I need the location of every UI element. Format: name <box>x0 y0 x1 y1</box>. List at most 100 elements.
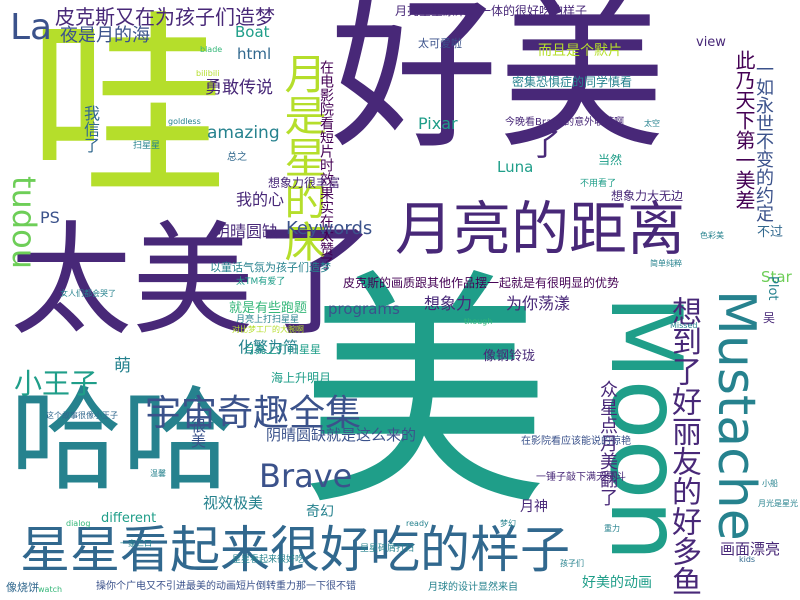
cloud-word: Boat <box>235 23 270 41</box>
cloud-word: 像烧饼 <box>6 581 39 594</box>
cloud-word: 我的心 <box>236 190 285 209</box>
cloud-word: 温馨 <box>150 469 166 478</box>
cloud-word: 在电影院看短片时效果实在太赞了 <box>318 60 334 270</box>
cloud-word: 阴晴圆缺就是这么来的 <box>266 426 417 444</box>
cloud-word: 好美 <box>330 0 666 172</box>
cloud-word: 太TM有爱了 <box>236 277 286 287</box>
cloud-word: 月亮上打扫星星 <box>236 315 300 325</box>
cloud-word: 太可爱啦 <box>418 37 462 50</box>
cloud-word: 月亮的距离 <box>395 195 686 263</box>
cloud-word: Missed <box>670 321 698 330</box>
cloud-word: 勇敢传说 <box>205 78 273 98</box>
cloud-word: 众星点月美翻了 <box>597 380 618 506</box>
cloud-word: 梦幻 <box>500 519 516 528</box>
cloud-word: La <box>10 7 53 48</box>
cloud-word: 一锤子敲下满天星斗 <box>536 472 626 483</box>
cloud-word: 萌 <box>114 356 131 376</box>
cloud-word: 这个故事很像小王子 <box>46 411 118 420</box>
cloud-word: PS <box>40 208 60 227</box>
cloud-word: 夜是月的海 <box>60 25 150 46</box>
cloud-word: 好美的动画 <box>582 575 652 591</box>
cloud-word: watch <box>38 585 63 594</box>
cloud-word: goldless <box>168 117 201 126</box>
cloud-word: Luna <box>497 158 534 176</box>
cloud-word: 美 <box>300 249 550 540</box>
cloud-word: 操你个广电又不引进最美的动画短片倒转重力那一下很不错 <box>96 581 356 592</box>
cloud-word: 我信了 <box>81 105 100 153</box>
cloud-word: 皮克斯的画质跟其他作品摆一起就是有很明显的优势 <box>343 276 620 290</box>
cloud-word: 想象力大无边 <box>611 189 684 203</box>
cloud-word: 此乃天下第一美差 <box>732 50 756 210</box>
cloud-word: html <box>237 45 272 63</box>
cloud-word: 色彩美 <box>700 231 724 240</box>
cloud-word: 星星看起来很好吃的样子 <box>20 521 570 579</box>
cloud-word: 在影院看应该能说的惊艳 <box>521 436 631 447</box>
cloud-word: 当然 <box>598 153 623 167</box>
cloud-word: though <box>464 317 493 326</box>
cloud-word: 画面漂亮 <box>720 540 781 558</box>
cloud-word: 今晚看Brave的意外收获啊 <box>505 117 625 128</box>
cloud-word: 皮克斯又在为孩子们造梦 <box>55 5 275 29</box>
cloud-word: view <box>696 35 726 50</box>
cloud-word: 就是有些跑题 <box>229 301 308 316</box>
cloud-word: 以童话气氛为孩子们造梦 <box>210 261 331 274</box>
cloud-word: 总之 <box>227 152 247 163</box>
cloud-word: 太空 <box>644 119 660 128</box>
cloud-word: 想象力很丰富 <box>268 176 341 190</box>
cloud-word: bilibili <box>196 69 220 78</box>
cloud-word: 海上升明月 <box>271 371 332 385</box>
cloud-word: 月亮上打扫星星 <box>244 343 321 356</box>
cloud-word: 奇幻 <box>306 504 334 520</box>
cloud-word: different <box>101 511 157 526</box>
cloud-word: 月光是星光 <box>758 499 798 508</box>
cloud-word: 对比梦工厂的大腕啊 <box>232 325 304 334</box>
cloud-word: 视效极美 <box>203 494 264 512</box>
cloud-word: 太美了 <box>10 210 376 352</box>
cloud-word: 简单纯粹 <box>650 259 682 268</box>
cloud-word: ready <box>406 519 429 528</box>
cloud-word: 吴 <box>763 311 776 325</box>
cloud-word: programs <box>328 300 400 318</box>
cloud-word: 哇 <box>28 0 229 226</box>
cloud-word: amazing <box>207 123 280 143</box>
cloud-word: Moon <box>588 295 702 562</box>
cloud-word: Plot <box>765 276 780 301</box>
cloud-word: 月球的设计显然来自 <box>428 582 518 593</box>
cloud-word: 小船 <box>762 479 778 488</box>
cloud-word: 星星碎屑打扫 <box>360 544 415 554</box>
cloud-word: 宇宙奇趣全集 <box>145 393 362 434</box>
cloud-word: 像钢铃珑 <box>483 349 536 364</box>
cloud-word: 不过 <box>757 225 784 240</box>
cloud-word: Keywords <box>286 218 373 239</box>
cloud-word: 一家三口 <box>120 539 152 548</box>
cloud-word: 化繁为简 <box>238 338 299 356</box>
cloud-word: 阴晴圆缺 <box>214 222 279 241</box>
cloud-word: 月亮星星原来是一体的很好吃的样子 <box>395 4 588 18</box>
cloud-word: 很美 <box>189 418 207 448</box>
cloud-word: 一如永世不变的约定 <box>753 60 774 222</box>
cloud-word: 想到了好丽友的好多鱼 <box>666 296 701 596</box>
cloud-word: 星星看起来很好吃 <box>232 555 305 565</box>
cloud-word: kids <box>739 555 756 564</box>
cloud-word: Pixar <box>418 114 458 133</box>
cloud-word: 女人们都会哭了 <box>60 289 116 298</box>
cloud-word: 孩子们 <box>560 559 584 568</box>
cloud-word: 月是星的床 <box>278 52 327 262</box>
cloud-word: Brave <box>259 457 353 495</box>
cloud-word: 密集恐惧症的同学慎看 <box>512 75 633 89</box>
cloud-word: Mustache <box>706 290 766 541</box>
cloud-word: 月神 <box>520 499 548 515</box>
cloud-word: 不用看了 <box>580 179 617 189</box>
cloud-word: 扫星星 <box>133 141 161 151</box>
cloud-word: 而且是个默片 <box>538 43 622 59</box>
cloud-word: 为你荡漾 <box>506 294 571 313</box>
cloud-word: 了 <box>529 125 562 163</box>
cloud-word: 小王子 <box>14 367 99 400</box>
cloud-word: 哈哈 <box>10 376 234 506</box>
cloud-word: tudou <box>5 176 43 269</box>
cloud-word: Star <box>761 268 792 286</box>
cloud-word: 重力 <box>604 524 620 533</box>
cloud-word: dialog <box>66 519 91 528</box>
cloud-word: blade <box>200 45 223 54</box>
cloud-word: 想象力 <box>424 294 473 313</box>
